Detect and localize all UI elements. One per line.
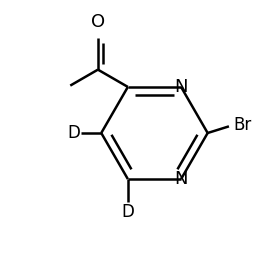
Text: N: N	[174, 78, 188, 96]
Text: N: N	[174, 170, 188, 188]
Text: D: D	[67, 124, 80, 142]
Text: D: D	[121, 203, 134, 221]
Text: O: O	[91, 13, 105, 31]
Text: Br: Br	[233, 116, 251, 134]
